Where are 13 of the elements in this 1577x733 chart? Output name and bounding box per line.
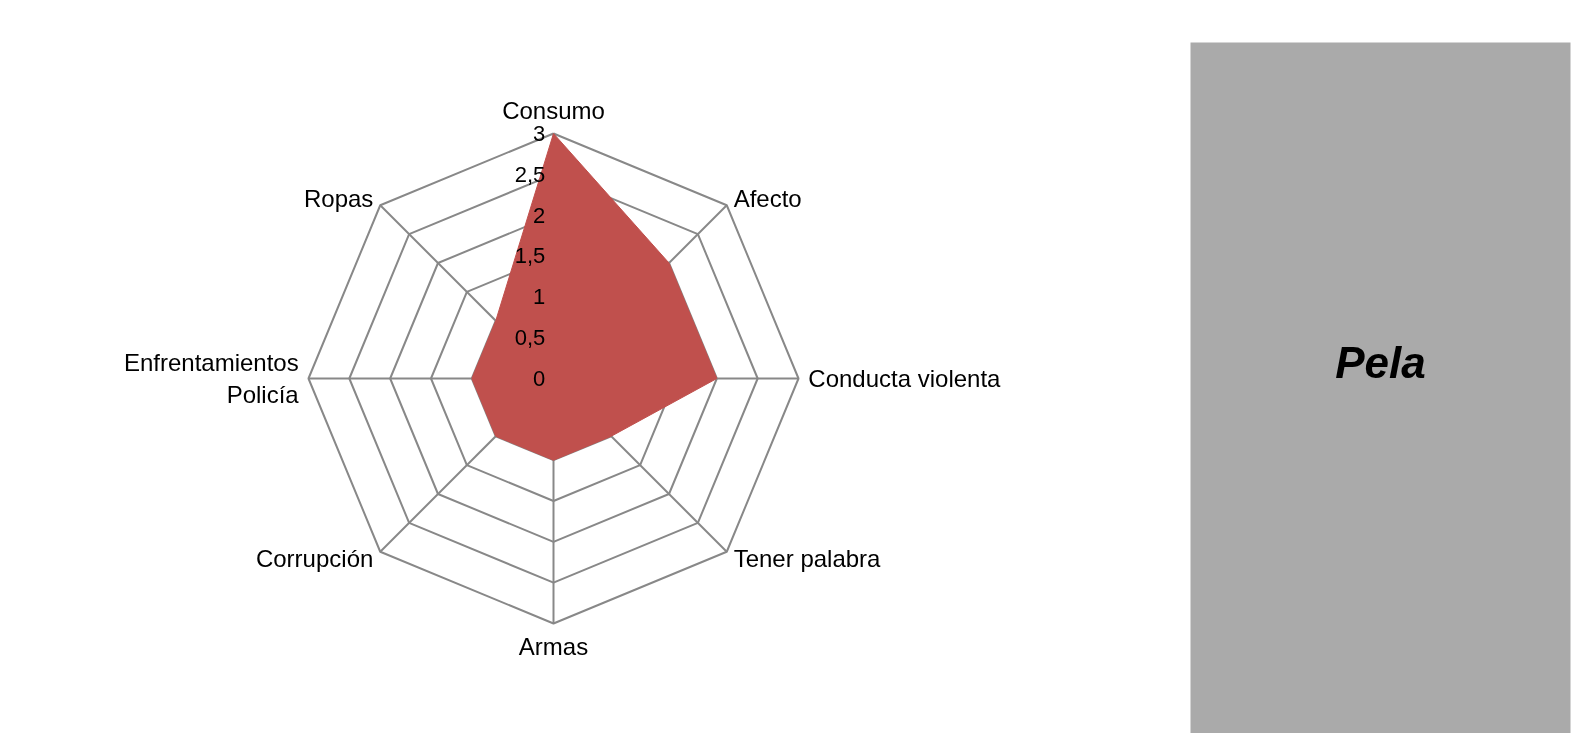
y-tick-label: 0,5 bbox=[514, 325, 546, 351]
text: Pela bbox=[1335, 338, 1426, 387]
spoke-label: Ropas bbox=[303, 184, 374, 212]
spoke-label: Armas bbox=[518, 633, 589, 661]
spoke-label: Conducta violenta bbox=[808, 365, 1002, 392]
y-tick-label: 0 bbox=[533, 366, 546, 391]
spoke-label: Corrupción bbox=[255, 545, 374, 573]
spoke-label: Tener palabra bbox=[733, 545, 882, 573]
spoke-label: Enfrentamientos Policía bbox=[123, 348, 300, 409]
y-tick-label: 1,5 bbox=[514, 243, 546, 269]
y-tick-label: 2 bbox=[533, 202, 546, 228]
y-tick-label: 1 bbox=[533, 284, 546, 310]
spoke-label: Afecto bbox=[733, 184, 802, 212]
